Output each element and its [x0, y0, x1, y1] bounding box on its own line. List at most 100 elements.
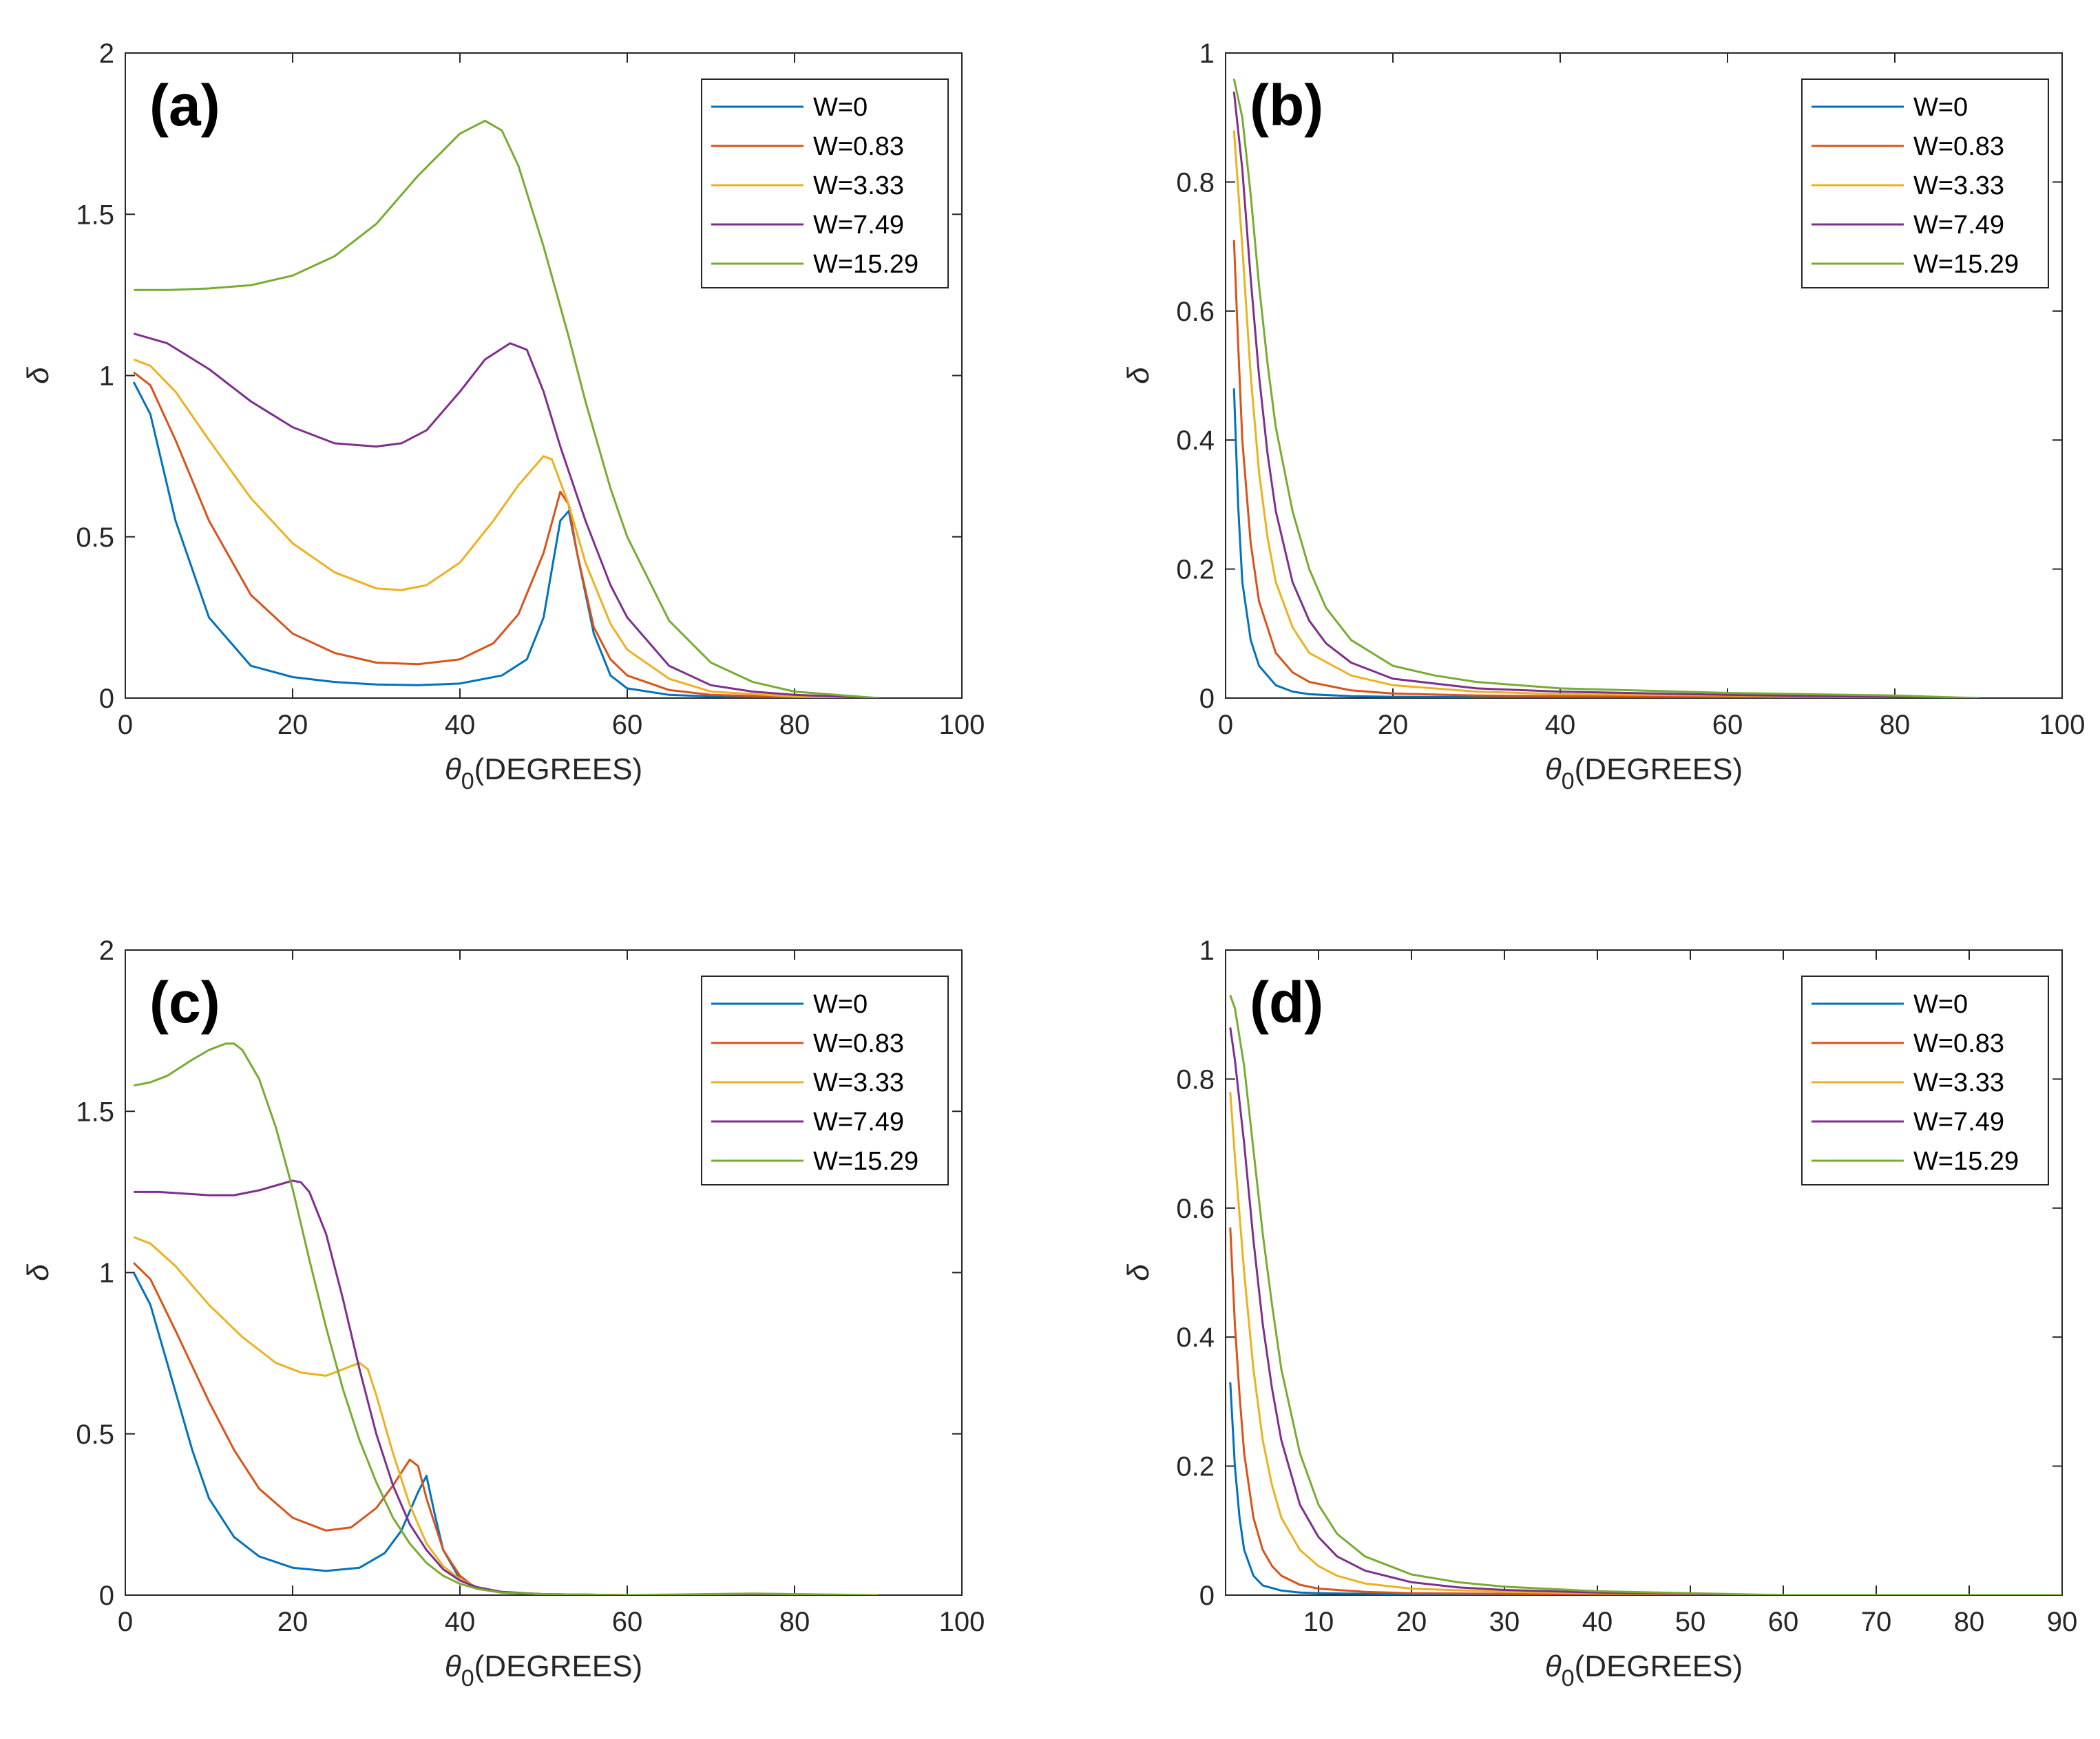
- y-tick-label: 0.2: [1176, 1452, 1215, 1482]
- x-tick-label: 60: [612, 710, 643, 740]
- x-axis-label: θ0(DEGREES): [1545, 752, 1743, 794]
- y-tick-label: 1: [1199, 936, 1215, 966]
- panel-label: (b): [1250, 73, 1323, 138]
- series-line-w-0-83: [1229, 1227, 2062, 1595]
- x-axis-symbol: θ: [1545, 1650, 1562, 1683]
- series-line-w-3-33: [133, 358, 879, 698]
- y-tick-label: 1: [1199, 39, 1215, 69]
- legend-entry: W=3.33: [1913, 171, 2004, 200]
- legend-entry: W=0: [813, 93, 868, 122]
- x-axis-subscript: 0: [461, 1665, 474, 1691]
- y-axis-label: δ: [1122, 1264, 1155, 1281]
- x-tick-label: 60: [1768, 1607, 1799, 1637]
- y-axis-label: δ: [1122, 367, 1155, 384]
- panel-label: (a): [149, 73, 220, 138]
- x-tick-label: 0: [118, 710, 133, 740]
- series-line-w-3-33: [1232, 130, 1979, 698]
- legend: W=0 W=0.83 W=3.33 W=7.49 W=15.29: [701, 976, 949, 1185]
- x-axis-text: (DEGREES): [474, 1650, 642, 1683]
- y-tick-label: 0.5: [76, 1420, 114, 1450]
- x-axis-label: θ0(DEGREES): [445, 1650, 642, 1691]
- x-tick-label: 30: [1489, 1607, 1520, 1637]
- x-tick-label: 80: [1954, 1607, 1985, 1637]
- legend-entry: W=7.49: [813, 1108, 904, 1137]
- panel-label: (c): [149, 970, 220, 1035]
- series-line-w-15-29: [133, 1042, 879, 1595]
- series-lines: [132, 119, 879, 698]
- legend-entry: W=3.33: [813, 1068, 904, 1097]
- y-tick-label: 0.2: [1176, 555, 1215, 585]
- x-tick-label: 40: [1582, 1607, 1613, 1637]
- series-line-w-0: [1232, 388, 1979, 698]
- x-tick-label: 70: [1861, 1607, 1892, 1637]
- legend: W=0 W=0.83 W=3.33 W=7.49 W=15.29: [1801, 976, 2049, 1185]
- series-line-w-0: [132, 381, 879, 698]
- legend-entry: W=0: [1913, 93, 1968, 122]
- x-tick-label: 20: [277, 1607, 308, 1637]
- series-line-w-3-33: [1229, 1091, 2062, 1595]
- x-axis-symbol: θ: [1545, 752, 1562, 786]
- x-tick-label: 40: [445, 1607, 476, 1637]
- x-tick-label: 0: [1218, 710, 1233, 740]
- series-line-w-7-49: [134, 1179, 879, 1595]
- x-axis-subscript: 0: [1562, 1665, 1575, 1691]
- x-tick-label: 90: [2047, 1607, 2078, 1637]
- y-tick-label: 0: [99, 1581, 114, 1611]
- legend-entry: W=0.83: [813, 132, 904, 161]
- legend-entry: W=7.49: [813, 211, 904, 240]
- x-tick-label: 20: [1396, 1607, 1427, 1637]
- x-tick-label: 10: [1303, 1607, 1334, 1637]
- series-line-w-7-49: [1229, 1027, 2062, 1595]
- y-tick-label: 0: [99, 684, 114, 714]
- legend-entry: W=0: [1913, 990, 1968, 1019]
- legend: W=0 W=0.83 W=3.33 W=7.49 W=15.29: [1801, 78, 2049, 288]
- legend: W=0 W=0.83 W=3.33 W=7.49 W=15.29: [701, 78, 949, 288]
- series-line-w-0-83: [1232, 240, 1979, 698]
- x-tick-label: 80: [779, 1607, 810, 1637]
- x-axis-text: (DEGREES): [1575, 752, 1743, 786]
- y-tick-label: 0.8: [1176, 167, 1215, 198]
- y-axis-label: δ: [21, 1264, 55, 1281]
- x-axis-symbol: θ: [445, 752, 461, 786]
- legend-entry: W=15.29: [1913, 1147, 2019, 1176]
- legend-entry: W=7.49: [1913, 211, 2004, 240]
- x-axis-subscript: 0: [1562, 768, 1575, 794]
- x-tick-label: 20: [277, 710, 308, 740]
- series-lines: [1232, 78, 1979, 698]
- series-line-w-15-29: [1232, 78, 1979, 698]
- x-tick-label: 80: [1880, 710, 1911, 740]
- y-tick-label: 0.5: [76, 523, 114, 553]
- legend-box: [1801, 976, 2049, 1185]
- x-axis-label: θ0(DEGREES): [445, 752, 642, 794]
- x-tick-label: 0: [118, 1607, 133, 1637]
- legend-entry: W=15.29: [1913, 250, 2019, 279]
- x-axis-label: θ0(DEGREES): [1545, 1650, 1743, 1691]
- x-tick-label: 50: [1675, 1607, 1706, 1637]
- legend-entry: W=0: [813, 990, 868, 1019]
- series-line-w-7-49: [133, 333, 879, 698]
- legend-entry: W=0.83: [813, 1029, 904, 1058]
- legend-entry: W=0.83: [1913, 1029, 2004, 1058]
- y-tick-label: 1: [99, 1258, 114, 1289]
- x-tick-label: 60: [1712, 710, 1743, 740]
- x-tick-label: 100: [939, 1607, 985, 1637]
- x-axis-symbol: θ: [445, 1650, 461, 1683]
- y-tick-label: 0: [1199, 684, 1215, 714]
- legend-entry: W=15.29: [813, 250, 918, 279]
- x-tick-label: 20: [1378, 710, 1409, 740]
- y-tick-label: 2: [99, 936, 114, 966]
- legend-box: [701, 976, 949, 1185]
- series-line-w-15-29: [134, 119, 879, 698]
- legend-entry: W=15.29: [813, 1147, 918, 1176]
- series-lines: [132, 1042, 879, 1595]
- y-tick-label: 0.8: [1176, 1064, 1215, 1095]
- x-axis-text: (DEGREES): [474, 752, 642, 786]
- legend-entry: W=0.83: [1913, 132, 2004, 161]
- series-lines: [1229, 995, 2062, 1595]
- series-line-w-7-49: [1232, 92, 1979, 698]
- x-tick-label: 60: [612, 1607, 643, 1637]
- y-tick-label: 1: [99, 361, 114, 392]
- x-tick-label: 100: [2039, 710, 2086, 740]
